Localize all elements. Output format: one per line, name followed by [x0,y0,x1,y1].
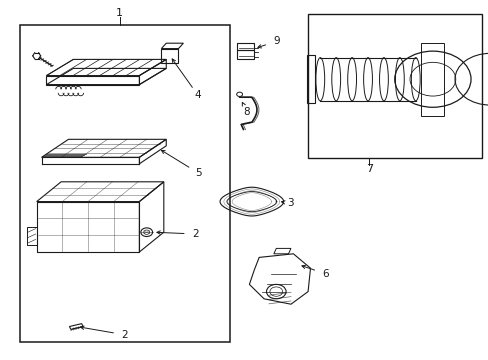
Bar [306,55,315,103]
Text: 2: 2 [121,330,128,340]
Text: 9: 9 [272,36,279,46]
Text: 8: 8 [243,107,250,117]
Text: 2: 2 [192,229,199,239]
Text: 5: 5 [194,168,201,178]
Bar [20,25,229,342]
Bar [307,14,481,158]
Text: 6: 6 [321,269,328,279]
Bar [421,43,444,116]
Text: 7: 7 [365,164,372,174]
Text: 3: 3 [287,198,294,208]
Bar [237,50,254,59]
Bar [237,43,254,50]
Text: 4: 4 [194,90,201,100]
Text: 1: 1 [116,8,123,18]
